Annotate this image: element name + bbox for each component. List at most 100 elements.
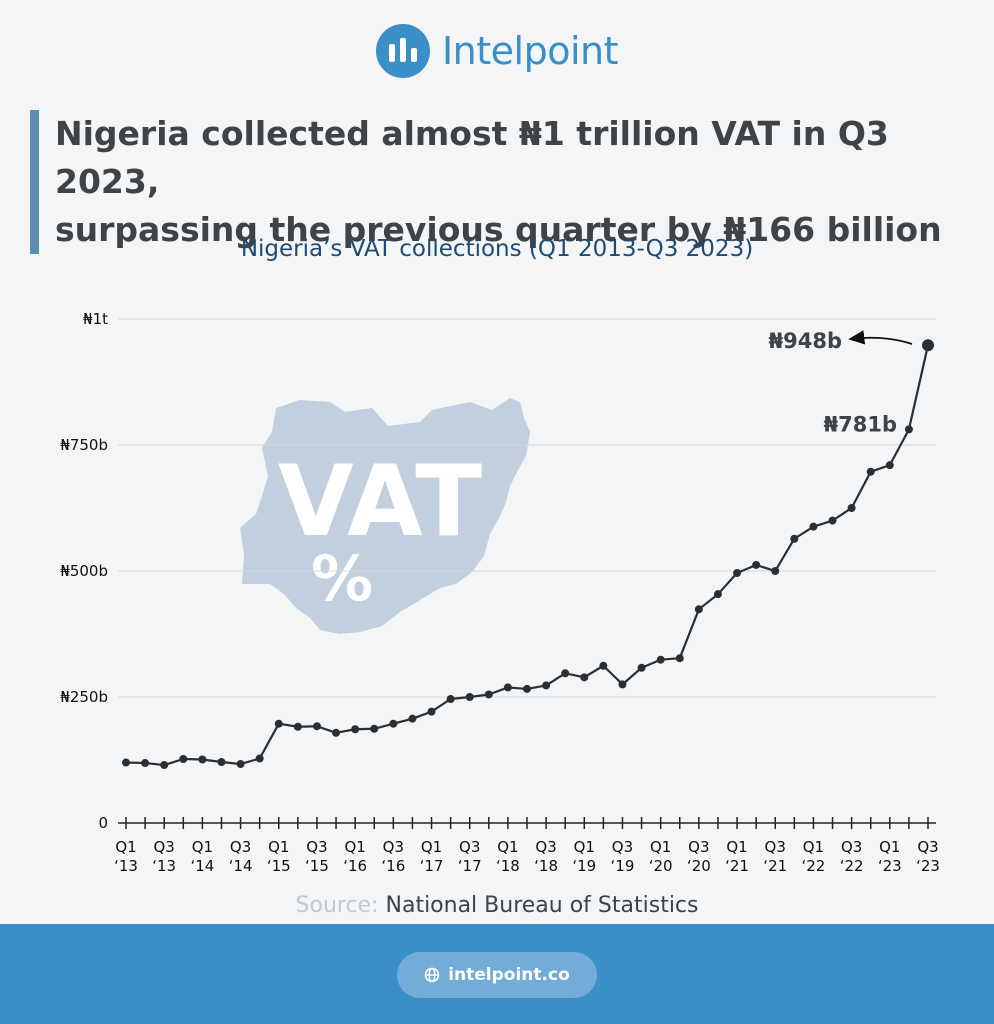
x-tick-label: Q3 <box>765 838 786 856</box>
x-tick-label: Q3 <box>535 838 556 856</box>
data-point <box>179 754 188 763</box>
data-point <box>217 758 226 767</box>
x-tick-label: ‘20 <box>687 857 711 875</box>
x-tick-label: ‘13 <box>114 857 138 875</box>
brand-logo: Intelpoint <box>0 24 994 78</box>
x-tick-label: ‘20 <box>649 857 673 875</box>
data-point <box>274 719 283 728</box>
data-point <box>446 695 455 704</box>
y-tick-label: ₦750b <box>60 436 108 454</box>
data-point <box>198 755 207 764</box>
x-tick-label: ‘14 <box>229 857 253 875</box>
data-point <box>523 684 531 693</box>
data-point <box>922 339 934 352</box>
x-tick-label: Q1 <box>421 838 442 856</box>
x-tick-label: ‘22 <box>801 857 825 875</box>
x-tick-label: ‘21 <box>763 857 787 875</box>
data-point <box>408 714 417 723</box>
watermark-vat-text: VAT <box>278 445 482 559</box>
x-tick-label: Q1 <box>497 838 518 856</box>
x-tick-label: ‘21 <box>725 857 749 875</box>
annotation-label: ₦948b <box>769 329 842 353</box>
data-point <box>866 467 875 476</box>
headline: Nigeria collected almost ₦1 trillion VAT… <box>30 110 994 254</box>
data-point <box>885 461 894 470</box>
data-point <box>351 725 360 734</box>
data-point <box>255 754 264 763</box>
x-tick-label: Q3 <box>230 838 251 856</box>
x-tick-label: ‘19 <box>572 857 596 875</box>
x-tick-label: Q3 <box>917 838 938 856</box>
data-point <box>236 760 245 769</box>
x-tick-label: Q1 <box>268 838 289 856</box>
data-point <box>122 758 130 767</box>
watermark-percent-symbol: % <box>311 542 373 615</box>
x-tick-label: Q1 <box>115 838 136 856</box>
x-tick-label: Q1 <box>574 838 595 856</box>
x-tick-label: Q3 <box>841 838 862 856</box>
x-tick-label: ‘15 <box>267 857 291 875</box>
brand-name: Intelpoint <box>441 29 619 73</box>
data-point <box>771 567 780 575</box>
data-point <box>389 719 398 728</box>
data-point <box>675 654 684 663</box>
x-tick-label: Q3 <box>154 838 175 856</box>
source-label: Source: <box>295 893 379 918</box>
data-point <box>618 680 627 689</box>
x-tick-label: ‘23 <box>878 857 902 875</box>
x-tick-label: ‘16 <box>381 857 405 875</box>
data-point <box>809 522 818 531</box>
headline-line-2: surpassing the previous quarter by ₦166 … <box>55 210 942 249</box>
x-tick-label: Q3 <box>459 838 480 856</box>
x-tick-label: ‘23 <box>916 857 940 875</box>
data-point <box>599 661 608 670</box>
x-tick-label: ‘22 <box>840 857 864 875</box>
x-tick-label: Q3 <box>383 838 404 856</box>
data-point <box>694 605 703 614</box>
x-tick-label: Q1 <box>803 838 824 856</box>
data-point <box>312 722 321 731</box>
data-point <box>427 707 436 716</box>
data-point <box>733 569 742 578</box>
x-tick-label: ‘13 <box>152 857 176 875</box>
nigeria-map-icon: VAT % <box>240 398 530 634</box>
x-tick-label: Q1 <box>650 838 671 856</box>
data-point <box>484 690 493 699</box>
x-tick-label: ‘18 <box>534 857 558 875</box>
data-point <box>752 560 761 569</box>
x-tick-label: ‘19 <box>611 857 635 875</box>
data-point <box>790 534 799 543</box>
data-point <box>637 663 646 672</box>
data-point <box>160 761 169 770</box>
globe-icon <box>424 967 440 983</box>
data-point <box>332 728 341 737</box>
annotation-label: ₦781b <box>824 412 897 436</box>
chart-title: Nigeria’s VAT collections (Q1 2013-Q3 20… <box>240 236 754 262</box>
x-tick-label: ‘14 <box>190 857 214 875</box>
vat-line-chart: VAT % 0₦250b₦500b₦750b₦1tQ1‘13Q3‘13Q1‘14… <box>60 310 940 875</box>
x-tick-label: ‘16 <box>343 857 367 875</box>
y-tick-label: ₦500b <box>60 562 108 580</box>
x-tick-label: Q1 <box>344 838 365 856</box>
website-link[interactable]: intelpoint.co <box>397 952 597 998</box>
data-point <box>542 681 551 690</box>
y-tick-label: ₦1t <box>83 310 108 328</box>
y-tick-label: ₦250b <box>60 688 108 706</box>
data-point <box>828 516 837 525</box>
data-point <box>656 655 665 664</box>
data-point <box>370 724 379 733</box>
x-tick-label: Q1 <box>192 838 213 856</box>
data-point <box>141 759 150 768</box>
source-org: National Bureau of Statistics <box>385 893 699 918</box>
data-point <box>465 693 474 701</box>
x-tick-label: Q1 <box>879 838 900 856</box>
y-tick-label: 0 <box>98 814 108 832</box>
x-tick-label: Q3 <box>612 838 633 856</box>
x-tick-label: ‘15 <box>305 857 329 875</box>
data-point <box>904 425 913 434</box>
x-tick-label: ‘17 <box>458 857 482 875</box>
headline-line-1: Nigeria collected almost ₦1 trillion VAT… <box>55 114 889 201</box>
x-tick-label: Q1 <box>726 838 747 856</box>
data-point <box>580 673 589 682</box>
source-note: Source: National Bureau of Statistics <box>0 893 994 918</box>
